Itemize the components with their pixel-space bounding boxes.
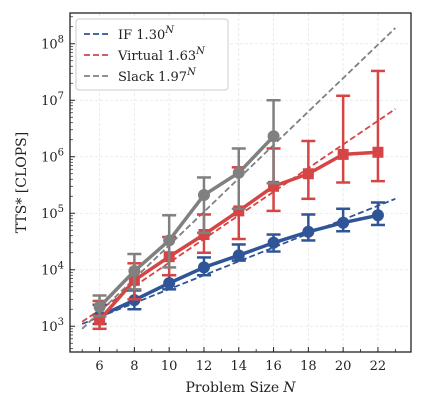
legend-label-virtual: Virtual 1.63N <box>117 46 206 64</box>
point-slack <box>163 234 176 247</box>
x-tick-label: 6 <box>95 359 103 374</box>
y-tick-label: 107 <box>41 91 64 109</box>
point-if <box>371 209 384 222</box>
x-tick-label: 20 <box>335 359 352 374</box>
point-virtual <box>372 146 384 158</box>
point-virtual <box>198 229 210 241</box>
point-slack <box>232 166 245 179</box>
point-if <box>337 216 350 229</box>
point-if <box>232 249 245 262</box>
x-tick-label: 16 <box>265 359 282 374</box>
point-if <box>197 261 210 274</box>
x-axis-label-text: Problem Size <box>186 380 280 396</box>
point-virtual <box>302 168 314 180</box>
legend-box <box>75 18 229 91</box>
point-virtual <box>233 205 245 217</box>
data-series <box>92 69 385 331</box>
x-tick-label: 22 <box>370 359 387 374</box>
x-tick-label: 10 <box>161 359 178 374</box>
point-virtual <box>337 148 349 160</box>
legend-label-if: IF 1.30N <box>118 25 175 43</box>
point-virtual <box>94 314 106 326</box>
point-slack <box>267 130 280 143</box>
x-axis-label-var: N <box>282 380 296 396</box>
series-line-slack <box>98 135 275 309</box>
point-slack <box>93 300 106 313</box>
point-if <box>163 277 176 290</box>
plot-frame <box>69 12 412 353</box>
x-axis-label: Problem Size N <box>186 380 297 396</box>
x-tick-label: 12 <box>196 359 213 374</box>
series-slack <box>92 98 281 318</box>
legend: IF 1.30N Virtual 1.63N Slack 1.97N <box>75 18 229 91</box>
y-tick-label: 106 <box>41 148 64 166</box>
x-tick-label: 14 <box>230 359 247 374</box>
point-if <box>267 236 280 249</box>
point-slack <box>197 189 210 202</box>
axis-ticks: 6 8 10 12 14 16 18 20 22 103 104 105 106 107 108 <box>41 16 396 374</box>
y-tick-label: 108 <box>41 35 64 53</box>
point-slack <box>128 264 141 277</box>
point-if <box>302 225 315 238</box>
y-tick-label: 103 <box>41 317 64 335</box>
y-axis-label: TTS* [CLOPS] <box>14 132 30 233</box>
x-tick-label: 18 <box>300 359 317 374</box>
legend-label-slack: Slack 1.97N <box>118 67 197 85</box>
y-tick-label: 105 <box>41 204 64 222</box>
point-virtual <box>268 180 280 192</box>
y-tick-label: 104 <box>41 261 64 279</box>
x-tick-label: 8 <box>130 359 138 374</box>
